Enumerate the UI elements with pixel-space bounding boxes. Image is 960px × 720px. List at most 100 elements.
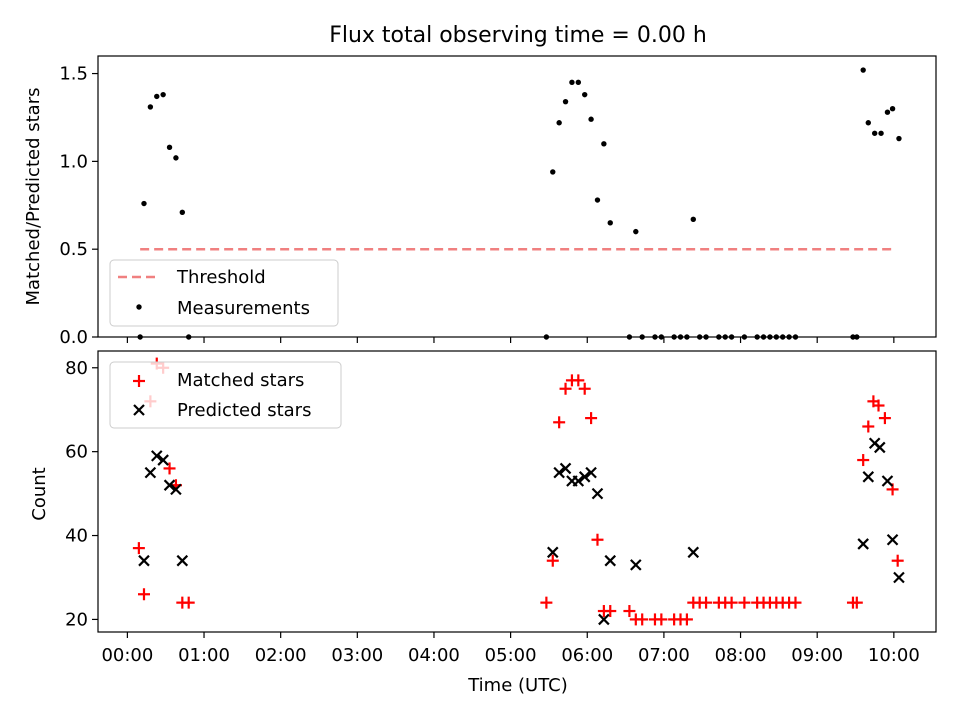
predicted-star-point bbox=[604, 554, 617, 567]
top-y-ticks: 0.0 0.5 1.0 1.5 bbox=[59, 64, 98, 348]
measurement-point bbox=[569, 79, 575, 86]
measurement-point bbox=[889, 105, 896, 112]
matched-star-point bbox=[680, 613, 693, 626]
measurement-point bbox=[865, 120, 871, 126]
matched-star-point bbox=[872, 399, 885, 412]
predicted-star-point bbox=[170, 483, 182, 496]
measurement-point bbox=[582, 91, 588, 98]
measurement-point bbox=[160, 91, 166, 98]
predicted-star-point bbox=[585, 466, 597, 479]
x-tick-label: 06:00 bbox=[561, 645, 613, 666]
matched-star-point bbox=[540, 596, 553, 609]
legend-matched-label: Matched stars bbox=[177, 370, 304, 391]
x-tick-label: 08:00 bbox=[715, 645, 767, 666]
top-panel: 0.0 0.5 1.0 1.5 Matched/Predicted stars Thr… bbox=[23, 55, 937, 348]
y-tick-label: 0.0 bbox=[59, 327, 88, 348]
predicted-star-point bbox=[163, 479, 176, 491]
predicted-star-point bbox=[886, 533, 899, 546]
x-tick-label: 04:00 bbox=[408, 645, 460, 666]
predicted-star-point bbox=[874, 441, 886, 454]
predicted-star-point bbox=[553, 466, 565, 479]
x-tick-label: 07:00 bbox=[638, 645, 690, 666]
predicted-star-point bbox=[144, 466, 157, 479]
matched-star-point bbox=[137, 588, 150, 601]
measurement-point bbox=[154, 93, 160, 100]
matched-star-point bbox=[623, 605, 636, 618]
x-tick-label: 01:00 bbox=[178, 645, 230, 666]
measurement-point bbox=[179, 209, 186, 216]
y-tick-label: 0.5 bbox=[59, 239, 88, 260]
measurement-point bbox=[633, 228, 639, 235]
chart-title: Flux total observing time = 0.00 h bbox=[329, 23, 707, 48]
x-tick-label: 00:00 bbox=[101, 645, 153, 666]
measurement-point bbox=[871, 130, 878, 136]
bottom-plot-frame bbox=[97, 350, 937, 633]
bottom-legend-box bbox=[109, 361, 342, 429]
y-tick-label: 1.5 bbox=[59, 64, 88, 85]
top-x-ticks bbox=[126, 337, 895, 343]
predicted-star-point bbox=[857, 538, 869, 550]
x-tick-label: 10:00 bbox=[868, 645, 920, 666]
top-legend-box bbox=[109, 259, 339, 327]
predicted-star-point bbox=[559, 462, 572, 475]
matched-star-point bbox=[578, 382, 591, 395]
legend-measurements-swatch bbox=[136, 304, 142, 310]
matched-star-point bbox=[789, 596, 802, 609]
measurement-point bbox=[594, 197, 601, 203]
matched-star-point bbox=[546, 554, 559, 567]
measurement-point bbox=[166, 144, 173, 151]
measurement-point bbox=[884, 109, 891, 115]
predicted-star-point bbox=[862, 471, 875, 483]
x-tick-label: 05:00 bbox=[485, 645, 537, 666]
measurement-point bbox=[601, 141, 607, 147]
predicted-star-point bbox=[572, 475, 585, 487]
predicted-star-point bbox=[893, 571, 905, 584]
measurement-point bbox=[141, 200, 147, 207]
predicted-star-point bbox=[881, 475, 894, 487]
legend-measurements-label: Measurements bbox=[177, 298, 310, 319]
measurement-point bbox=[607, 220, 613, 226]
predicted-star-point bbox=[598, 613, 610, 626]
y-tick-label: 80 bbox=[65, 358, 88, 379]
matched-star-point bbox=[636, 613, 649, 626]
measurement-point bbox=[575, 79, 582, 86]
legend-threshold-label: Threshold bbox=[176, 267, 266, 288]
bottom-legend: Matched stars Predicted stars bbox=[109, 361, 342, 429]
measurement-point bbox=[878, 130, 884, 136]
matched-star-point bbox=[604, 605, 617, 618]
y-tick-label: 20 bbox=[65, 609, 88, 630]
matched-star-point bbox=[655, 613, 668, 626]
matched-star-point bbox=[553, 416, 566, 429]
measurement-point bbox=[550, 169, 556, 175]
matched-star-point bbox=[591, 533, 604, 546]
measurement-point bbox=[896, 135, 902, 142]
x-tick-label: 09:00 bbox=[791, 645, 843, 666]
y-tick-label: 60 bbox=[65, 442, 88, 463]
bottom-x-ticks: 00:00 01:00 02:00 03:00 04:00 05:00 06:00 07:00… bbox=[101, 632, 920, 666]
top-legend: Threshold Measurements bbox=[109, 259, 339, 327]
matched-star-point bbox=[559, 382, 572, 395]
matched-star-point bbox=[182, 596, 195, 609]
predicted-star-point bbox=[150, 450, 163, 462]
predicted-star-point bbox=[630, 559, 642, 571]
predicted-star-point bbox=[591, 487, 604, 500]
top-y-axis-label: Matched/Predicted stars bbox=[23, 88, 44, 306]
predicted-star-point bbox=[687, 546, 700, 559]
predicted-star-point bbox=[176, 554, 189, 567]
measurement-point bbox=[588, 116, 594, 122]
legend-predicted-swatch bbox=[133, 404, 145, 416]
predicted-star-point bbox=[138, 554, 150, 567]
bottom-y-axis-label: Count bbox=[29, 467, 50, 520]
y-tick-label: 40 bbox=[65, 526, 88, 547]
matched-star-point bbox=[891, 554, 904, 567]
bottom-y-ticks: 20 40 60 80 bbox=[65, 358, 98, 630]
matched-star-point bbox=[850, 596, 863, 609]
measurement-point bbox=[173, 155, 179, 161]
matched-star-point bbox=[857, 454, 870, 467]
y-tick-label: 1.0 bbox=[59, 151, 88, 172]
measurement-point bbox=[147, 104, 154, 110]
measurement-point bbox=[690, 216, 696, 223]
predicted-star-point bbox=[578, 471, 591, 483]
x-tick-label: 02:00 bbox=[255, 645, 307, 666]
